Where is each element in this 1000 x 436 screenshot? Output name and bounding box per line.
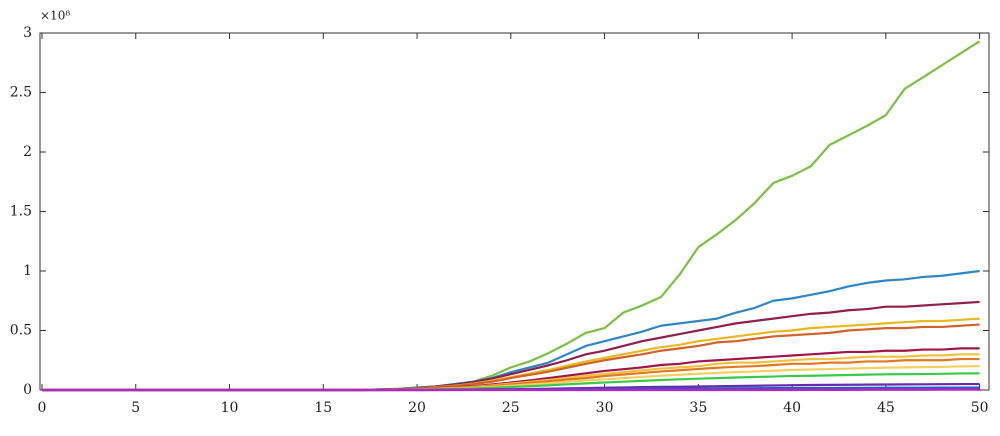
x-tick-label: 40 bbox=[783, 400, 801, 416]
x-tick-label: 20 bbox=[408, 400, 426, 416]
y-tick-label: 0 bbox=[23, 382, 32, 398]
x-tick-label: 15 bbox=[314, 400, 332, 416]
x-tick-label: 30 bbox=[596, 400, 614, 416]
x-tick-label: 10 bbox=[221, 400, 239, 416]
y-offset-label: ×10⁸ bbox=[40, 9, 70, 23]
series-line bbox=[42, 40, 981, 392]
y-tick-label: 1.5 bbox=[10, 204, 32, 220]
series-line bbox=[42, 269, 980, 392]
y-tick-label: 3 bbox=[23, 25, 32, 41]
x-tick-label: 5 bbox=[131, 400, 140, 416]
y-tick-label: 2 bbox=[23, 144, 32, 160]
y-tick-label: 0.5 bbox=[10, 323, 32, 339]
x-tick-label: 45 bbox=[877, 400, 895, 416]
y-tick-label: 2.5 bbox=[10, 85, 32, 101]
x-tick-label: 0 bbox=[38, 400, 47, 416]
series-line bbox=[42, 317, 980, 392]
plot-frame bbox=[39, 32, 990, 391]
x-tick-label: 50 bbox=[971, 400, 989, 416]
x-tick-label: 35 bbox=[689, 400, 707, 416]
x-tick-label: 25 bbox=[502, 400, 520, 416]
y-tick-label: 1 bbox=[23, 263, 32, 279]
series-line bbox=[42, 323, 980, 392]
